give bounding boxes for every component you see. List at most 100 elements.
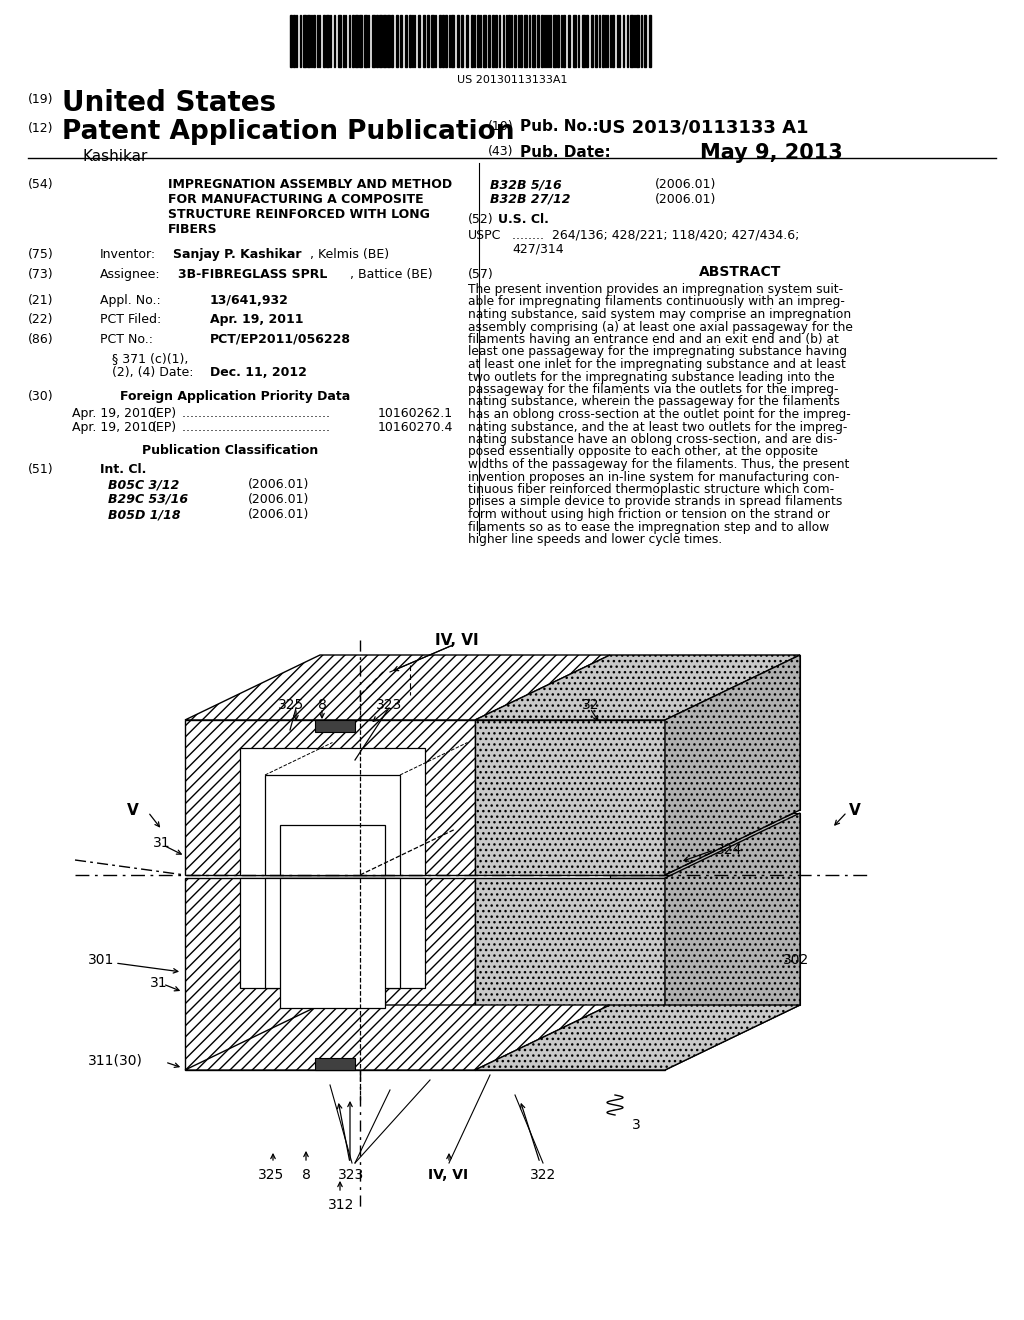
Bar [338,15,341,67]
Bar [313,15,315,67]
Text: The present invention provides an impregnation system suit-: The present invention provides an impreg… [468,282,843,296]
Polygon shape [610,655,800,810]
Bar [442,15,444,67]
Text: 31: 31 [153,836,171,850]
Text: invention proposes an in-line system for manufacturing con-: invention proposes an in-line system for… [468,470,840,483]
Bar [387,15,390,67]
Text: 325: 325 [278,698,304,711]
Text: 427/314: 427/314 [512,243,563,256]
Text: .....................................: ..................................... [178,421,330,434]
Bar [352,15,354,67]
Bar [563,15,565,67]
Text: 325: 325 [258,1168,285,1181]
Polygon shape [185,1005,610,1071]
Text: US 2013/0113133 A1: US 2013/0113133 A1 [598,117,809,136]
Bar [483,15,486,67]
Text: (2006.01): (2006.01) [655,178,717,191]
Bar [471,15,473,67]
Text: 10160270.4: 10160270.4 [378,421,454,434]
Text: filaments so as to ease the impregnation step and to allow: filaments so as to ease the impregnation… [468,520,829,533]
Bar [451,15,454,67]
Text: 10160262.1: 10160262.1 [378,407,454,420]
Bar [431,15,434,67]
Text: higher line speeds and lower cycle times.: higher line speeds and lower cycle times… [468,533,722,546]
Bar [364,15,367,67]
Text: least one passageway for the impregnating substance having: least one passageway for the impregnatin… [468,346,847,359]
Text: (12): (12) [28,121,53,135]
Bar [595,15,597,67]
Bar [406,15,407,67]
Bar [557,15,559,67]
Text: 32: 32 [582,698,599,711]
Text: Kashikar: Kashikar [82,149,147,164]
Text: nating substance, wherein the passageway for the filaments: nating substance, wherein the passageway… [468,396,840,408]
Bar [649,15,651,67]
Bar [602,15,604,67]
Text: IMPREGNATION ASSEMBLY AND METHOD: IMPREGNATION ASSEMBLY AND METHOD [168,178,453,191]
Polygon shape [280,825,385,875]
Bar [636,15,639,67]
Text: (2006.01): (2006.01) [248,478,309,491]
Bar [359,15,362,67]
Bar [427,15,429,67]
Text: has an oblong cross-section at the outlet point for the impreg-: has an oblong cross-section at the outle… [468,408,851,421]
Text: (2), (4) Date:: (2), (4) Date: [112,366,194,379]
Text: (10): (10) [488,120,514,133]
Text: 312: 312 [328,1199,354,1212]
Text: Apr. 19, 2010: Apr. 19, 2010 [72,407,156,420]
Bar [537,15,539,67]
Text: Assignee:: Assignee: [100,268,161,281]
Text: FIBERS: FIBERS [168,223,218,236]
Text: Inventor:: Inventor: [100,248,156,261]
Text: nating substance, and the at least two outlets for the impreg-: nating substance, and the at least two o… [468,421,848,433]
Text: 323: 323 [338,1168,365,1181]
Text: able for impregnating filaments continuously with an impreg-: able for impregnating filaments continuo… [468,296,845,309]
Bar [400,15,402,67]
Polygon shape [265,878,400,987]
Text: 323: 323 [376,698,402,711]
Text: assembly comprising (a) at least one axial passageway for the: assembly comprising (a) at least one axi… [468,321,853,334]
Bar [612,15,614,67]
Polygon shape [265,775,400,875]
Text: 322: 322 [530,1168,556,1181]
Text: form without using high friction or tension on the strand or: form without using high friction or tens… [468,508,829,521]
Polygon shape [185,719,475,875]
Bar [290,15,292,67]
Text: Sanjay P. Kashikar: Sanjay P. Kashikar [173,248,301,261]
Text: (22): (22) [28,313,53,326]
Bar [379,15,382,67]
Bar [293,15,295,67]
Polygon shape [240,748,425,875]
Bar [541,15,543,67]
Text: B05D 1/18: B05D 1/18 [108,508,180,521]
Text: filaments having an entrance end and an exit end and (b) at: filaments having an entrance end and an … [468,333,839,346]
Text: 324: 324 [716,843,742,857]
Bar [508,15,510,67]
Bar [396,15,398,67]
Bar [461,15,463,67]
Text: 301: 301 [88,953,115,968]
Bar [488,15,490,67]
Text: B05C 3/12: B05C 3/12 [108,478,179,491]
Text: (EP): (EP) [152,407,177,420]
Text: Pub. Date:: Pub. Date: [520,145,610,160]
Text: FOR MANUFACTURING A COMPOSITE: FOR MANUFACTURING A COMPOSITE [168,193,424,206]
Text: Publication Classification: Publication Classification [142,444,318,457]
Polygon shape [610,813,800,1005]
Text: 8: 8 [318,698,327,711]
Bar [372,15,375,67]
Bar [568,15,570,67]
Text: 8: 8 [302,1168,311,1181]
Text: Pub. No.:: Pub. No.: [520,119,599,135]
Text: Patent Application Publication: Patent Application Publication [62,119,514,145]
Text: (2006.01): (2006.01) [248,492,309,506]
Bar [514,15,516,67]
Text: IV, VI: IV, VI [435,634,478,648]
Text: (2006.01): (2006.01) [248,508,309,521]
Text: PCT Filed:: PCT Filed: [100,313,161,326]
Text: PCT/EP2011/056228: PCT/EP2011/056228 [210,333,351,346]
Text: B29C 53/16: B29C 53/16 [108,492,188,506]
Polygon shape [475,719,665,875]
Text: USPC: USPC [468,228,502,242]
Bar [439,15,441,67]
